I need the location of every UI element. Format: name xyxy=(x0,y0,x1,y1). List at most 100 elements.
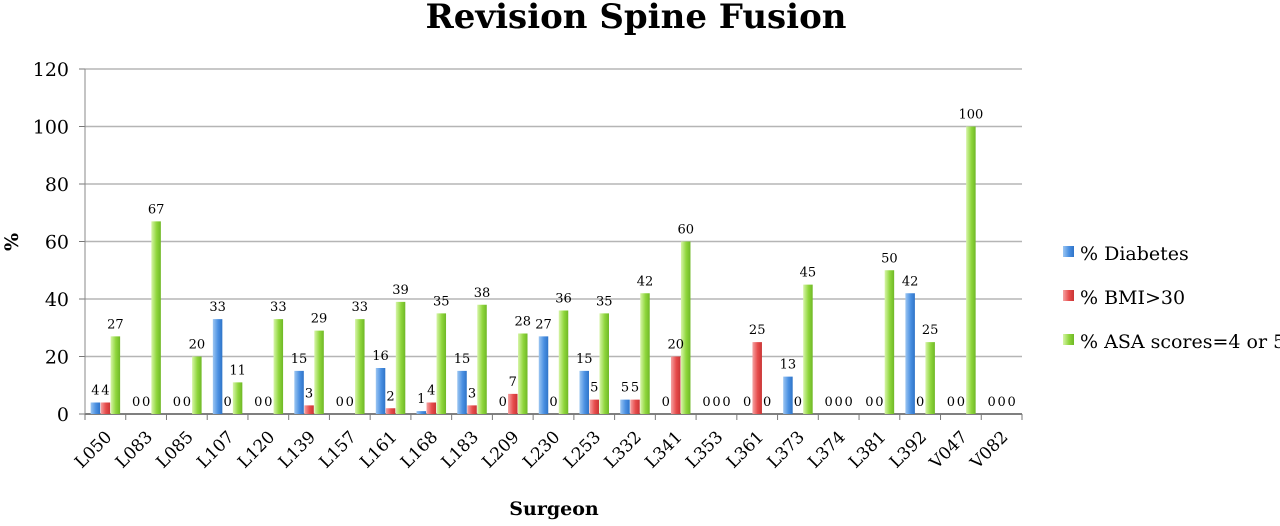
bar xyxy=(620,399,630,414)
y-tick-label: 20 xyxy=(45,347,69,369)
bar xyxy=(670,356,681,414)
x-tick-label: L050 xyxy=(71,427,116,472)
data-label: 0 xyxy=(702,395,710,410)
data-label: 5 xyxy=(631,381,639,396)
data-label: 0 xyxy=(336,395,344,410)
data-label: 1 xyxy=(417,392,425,407)
y-axis-title: % xyxy=(1,233,23,251)
data-label: 42 xyxy=(637,274,654,289)
data-label: 0 xyxy=(346,395,354,410)
data-label: 0 xyxy=(549,395,557,410)
data-label: 36 xyxy=(555,292,572,307)
y-tick-label: 60 xyxy=(45,232,69,254)
data-label: 0 xyxy=(712,395,720,410)
data-label: 0 xyxy=(957,395,965,410)
legend-swatch xyxy=(1063,290,1074,301)
bar xyxy=(599,313,609,414)
data-label: 0 xyxy=(254,395,262,410)
x-tick-label: L120 xyxy=(234,427,279,472)
x-tick-label: L183 xyxy=(438,427,483,472)
bar xyxy=(925,342,935,414)
legend-swatch xyxy=(1063,246,1074,257)
x-tick-label: V082 xyxy=(966,427,1012,473)
data-label: 0 xyxy=(987,395,995,410)
data-label: 33 xyxy=(270,300,287,315)
data-label: 20 xyxy=(189,338,206,353)
data-label: 0 xyxy=(997,395,1005,410)
bar xyxy=(436,313,447,414)
data-label: 20 xyxy=(667,338,684,353)
chart-title: Revision Spine Fusion xyxy=(426,0,847,37)
x-tick-label: L209 xyxy=(479,427,524,472)
x-tick-label: L157 xyxy=(316,427,361,472)
x-tick-label: L085 xyxy=(153,427,198,472)
bar xyxy=(212,319,223,414)
data-label: 0 xyxy=(794,395,802,410)
bar xyxy=(905,293,915,414)
data-label: 5 xyxy=(621,381,629,396)
bar xyxy=(232,382,243,414)
data-label: 0 xyxy=(662,395,670,410)
x-tick-label: L230 xyxy=(519,427,564,472)
x-tick-label: V047 xyxy=(925,427,971,473)
data-label: 15 xyxy=(454,352,471,367)
data-label: 0 xyxy=(865,395,873,410)
data-label: 33 xyxy=(209,300,226,315)
bar xyxy=(630,399,640,414)
bar xyxy=(884,270,895,414)
x-tick-label: L373 xyxy=(764,427,809,472)
bar xyxy=(100,402,111,414)
data-label: 0 xyxy=(264,395,272,410)
bar xyxy=(477,304,487,414)
data-label: 67 xyxy=(148,202,165,217)
data-label: 0 xyxy=(947,395,955,410)
bar xyxy=(294,370,304,414)
legend: % Diabetes % BMI>30 % ASA scores=4 or 5 xyxy=(1063,243,1280,353)
bar xyxy=(783,376,793,414)
data-label: 0 xyxy=(499,395,507,410)
data-label: 15 xyxy=(291,352,308,367)
x-tick-label: L168 xyxy=(397,427,442,472)
x-tick-label: L353 xyxy=(682,427,727,472)
data-label: 25 xyxy=(749,323,766,338)
data-label: 0 xyxy=(722,395,730,410)
x-axis-title: Surgeon xyxy=(509,498,599,520)
x-tick-label: L107 xyxy=(193,427,238,472)
bar xyxy=(426,402,437,414)
x-tick-label: L253 xyxy=(560,427,605,472)
bar xyxy=(558,310,569,414)
data-label: 39 xyxy=(392,283,409,298)
data-label: 27 xyxy=(107,317,124,332)
data-label: 0 xyxy=(173,395,181,410)
data-label: 3 xyxy=(305,386,313,401)
bar xyxy=(151,221,161,414)
bar xyxy=(385,408,396,414)
data-label: 0 xyxy=(875,395,883,410)
bar xyxy=(680,241,691,414)
bar xyxy=(355,319,365,414)
data-label: 29 xyxy=(311,312,328,327)
x-tick-label: L332 xyxy=(601,427,646,472)
bar xyxy=(579,370,589,414)
data-label: 0 xyxy=(845,395,853,410)
bar xyxy=(467,405,477,414)
bar xyxy=(273,319,284,414)
bar xyxy=(314,330,324,414)
data-label: 50 xyxy=(881,251,898,266)
data-label: 4 xyxy=(101,384,109,399)
data-label: 0 xyxy=(743,395,751,410)
data-label: 13 xyxy=(780,358,797,373)
data-label: 33 xyxy=(352,300,369,315)
data-label: 0 xyxy=(835,395,843,410)
legend-swatch xyxy=(1063,334,1074,345)
bar xyxy=(416,411,427,414)
x-tick-label: L374 xyxy=(804,427,849,472)
bar xyxy=(395,301,406,414)
data-label: 0 xyxy=(183,395,191,410)
y-tick-label: 40 xyxy=(45,289,69,311)
bar xyxy=(304,405,314,414)
data-label: 16 xyxy=(372,349,389,364)
data-label: 27 xyxy=(535,317,552,332)
